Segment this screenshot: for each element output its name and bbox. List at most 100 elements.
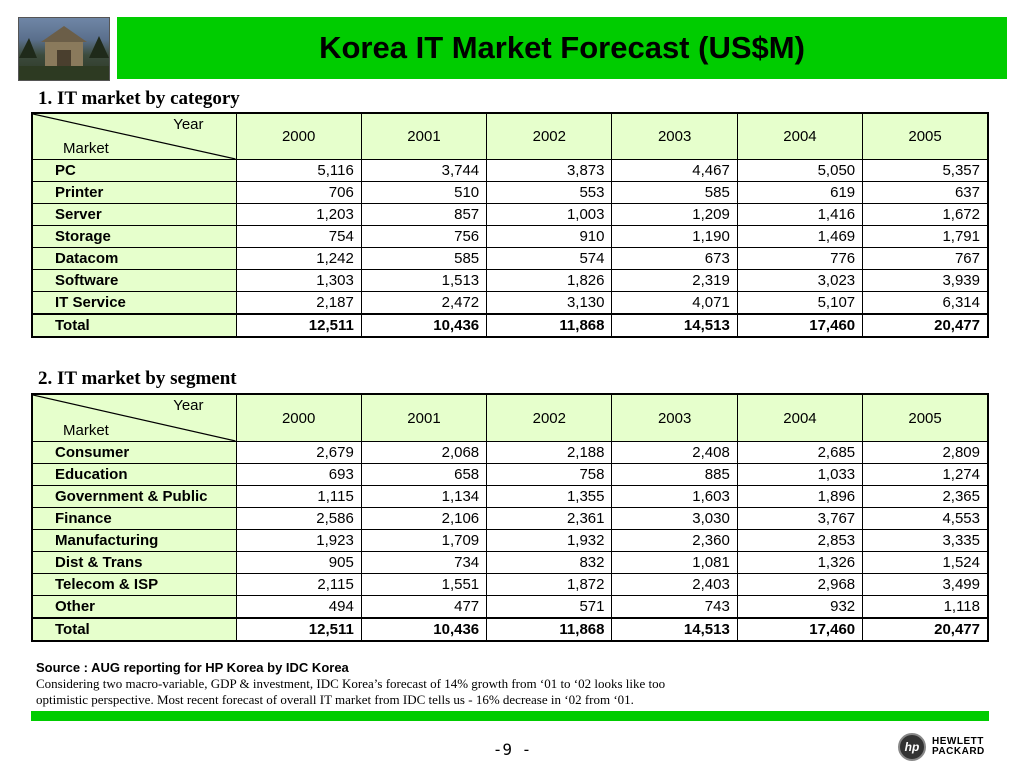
- year-header: 2001: [360, 112, 488, 160]
- row-label: Total: [31, 313, 237, 338]
- table-row: Education 693 658 758 885 1,033 1,274: [31, 463, 989, 486]
- value-cell: 1,209: [611, 203, 738, 226]
- year-header: 2005: [862, 112, 989, 160]
- corner-year-label: Year: [173, 116, 204, 133]
- table-row: Finance 2,586 2,106 2,361 3,030 3,767 4,553: [31, 507, 989, 530]
- value-cell: 3,130: [486, 291, 613, 315]
- year-header: 2004: [736, 112, 864, 160]
- year-header: 2003: [611, 393, 738, 442]
- hp-logo-icon: hp: [898, 733, 926, 761]
- value-cell: 3,335: [862, 529, 989, 552]
- source-line: Source : AUG reporting for HP Korea by I…: [36, 660, 349, 675]
- value-cell: 510: [360, 181, 488, 204]
- year-header: 2003: [611, 112, 738, 160]
- row-label: Other: [31, 595, 237, 619]
- value-cell: 2,106: [360, 507, 488, 530]
- value-cell: 1,791: [862, 225, 989, 248]
- row-label: Printer: [31, 181, 237, 204]
- value-cell: 1,923: [235, 529, 362, 552]
- section1-heading: 1. IT market by category: [38, 88, 240, 109]
- value-cell: 10,436: [360, 313, 488, 338]
- header-photo-image: [18, 17, 110, 81]
- value-cell: 553: [486, 181, 613, 204]
- value-cell: 1,603: [611, 485, 738, 508]
- year-header: 2000: [235, 393, 362, 442]
- value-cell: 585: [360, 247, 488, 270]
- row-label: IT Service: [31, 291, 237, 315]
- value-cell: 2,361: [486, 507, 613, 530]
- total-row: Total 12,511 10,436 11,868 14,513 17,460 20,47…: [31, 617, 989, 642]
- row-label: Government & Public: [31, 485, 237, 508]
- row-label: Server: [31, 203, 237, 226]
- category-table: Year Market 2000 2001 2002 2003 2004 200…: [31, 112, 989, 338]
- table-row: Telecom & ISP 2,115 1,551 1,872 2,403 2,968 3,…: [31, 573, 989, 596]
- page-number: -9 -: [492, 740, 532, 759]
- value-cell: 776: [736, 247, 864, 270]
- value-cell: 20,477: [862, 313, 989, 338]
- value-cell: 3,023: [736, 269, 864, 292]
- value-cell: 706: [235, 181, 362, 204]
- value-cell: 857: [360, 203, 488, 226]
- value-cell: 2,365: [862, 485, 989, 508]
- value-cell: 1,303: [235, 269, 362, 292]
- category-corner-cell: Year Market: [31, 112, 237, 160]
- year-header: 2000: [235, 112, 362, 160]
- value-cell: 2,853: [736, 529, 864, 552]
- corner-year-label: Year: [173, 397, 204, 414]
- value-cell: 11,868: [486, 617, 613, 642]
- value-cell: 1,134: [360, 485, 488, 508]
- value-cell: 17,460: [736, 313, 864, 338]
- value-cell: 1,118: [862, 595, 989, 619]
- value-cell: 1,709: [360, 529, 488, 552]
- total-row: Total 12,511 10,436 11,868 14,513 17,460 20,47…: [31, 313, 989, 338]
- value-cell: 1,081: [611, 551, 738, 574]
- year-header: 2002: [486, 393, 613, 442]
- value-cell: 14,513: [611, 313, 738, 338]
- table-row: Consumer 2,679 2,068 2,188 2,408 2,685 2,809: [31, 441, 989, 464]
- row-label: Consumer: [31, 441, 237, 464]
- value-cell: 2,068: [360, 441, 488, 464]
- value-cell: 2,187: [235, 291, 362, 315]
- table-row: Dist & Trans 905 734 832 1,081 1,326 1,524: [31, 551, 989, 574]
- table-row: Printer 706 510 553 585 619 637: [31, 181, 989, 204]
- value-cell: 767: [862, 247, 989, 270]
- row-label: Software: [31, 269, 237, 292]
- year-header: 2001: [360, 393, 488, 442]
- value-cell: 637: [862, 181, 989, 204]
- value-cell: 1,896: [736, 485, 864, 508]
- value-cell: 3,767: [736, 507, 864, 530]
- corner-market-label: Market: [63, 140, 109, 157]
- value-cell: 673: [611, 247, 738, 270]
- value-cell: 1,551: [360, 573, 488, 596]
- table-row: Manufacturing 1,923 1,709 1,932 2,360 2,853 3,…: [31, 529, 989, 552]
- value-cell: 758: [486, 463, 613, 486]
- value-cell: 1,003: [486, 203, 613, 226]
- value-cell: 1,203: [235, 203, 362, 226]
- table-row: IT Service 2,187 2,472 3,130 4,071 5,107 6,314: [31, 291, 989, 315]
- value-cell: 6,314: [862, 291, 989, 315]
- value-cell: 832: [486, 551, 613, 574]
- row-label: PC: [31, 159, 237, 182]
- page-title: Korea IT Market Forecast (US$M): [319, 30, 805, 65]
- value-cell: 734: [360, 551, 488, 574]
- value-cell: 585: [611, 181, 738, 204]
- value-cell: 3,939: [862, 269, 989, 292]
- value-cell: 2,472: [360, 291, 488, 315]
- value-cell: 1,872: [486, 573, 613, 596]
- value-cell: 11,868: [486, 313, 613, 338]
- value-cell: 2,685: [736, 441, 864, 464]
- source-note: Source : AUG reporting for HP Korea by I…: [36, 660, 665, 708]
- footer-bar: [31, 711, 989, 721]
- value-cell: 3,499: [862, 573, 989, 596]
- value-cell: 14,513: [611, 617, 738, 642]
- hp-logo-line2: PACKARD: [932, 746, 985, 757]
- hp-logo-line1: HEWLETT: [932, 736, 984, 747]
- value-cell: 619: [736, 181, 864, 204]
- row-label: Finance: [31, 507, 237, 530]
- table-row: PC 5,116 3,744 3,873 4,467 5,050 5,357: [31, 159, 989, 182]
- value-cell: 3,030: [611, 507, 738, 530]
- value-cell: 658: [360, 463, 488, 486]
- value-cell: 494: [235, 595, 362, 619]
- value-cell: 4,467: [611, 159, 738, 182]
- value-cell: 1,355: [486, 485, 613, 508]
